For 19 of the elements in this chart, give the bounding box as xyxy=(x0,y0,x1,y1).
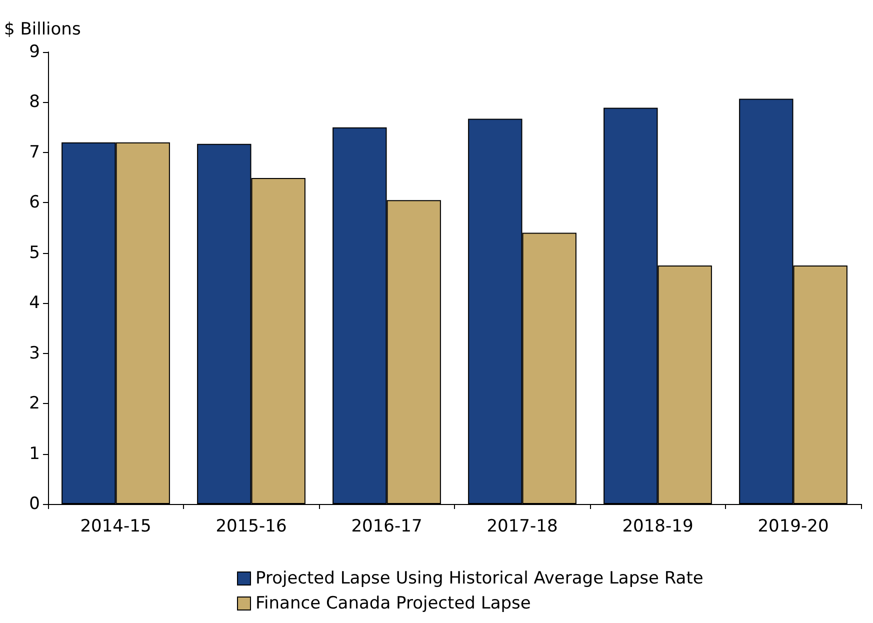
x-tick-label: 2014-15 xyxy=(80,516,152,536)
x-tick-label: 2019-20 xyxy=(758,516,829,536)
y-tick-label: 9 xyxy=(29,42,40,62)
x-tick-label: 2016-17 xyxy=(351,516,422,536)
y-tick-label: 2 xyxy=(29,394,40,414)
y-tick-label: 8 xyxy=(29,92,40,112)
y-tick-label: 7 xyxy=(29,142,40,162)
x-tick-label: 2018-19 xyxy=(622,516,694,536)
y-tick-label: 6 xyxy=(29,192,40,213)
x-tick-label: 2015-16 xyxy=(216,516,287,536)
y-axis-title: $ Billions xyxy=(4,20,81,40)
y-tick-label: 3 xyxy=(29,343,40,364)
y-tick-label: 0 xyxy=(29,494,40,514)
x-tick-label: 2017-18 xyxy=(486,516,558,536)
y-tick-label: 5 xyxy=(29,242,40,263)
y-tick-label: 1 xyxy=(29,444,40,464)
legend-label: Projected Lapse Using Historical Average Lapse Rate xyxy=(256,568,704,588)
y-tick-label: 4 xyxy=(29,293,40,314)
legend-label: Finance Canada Projected Lapse xyxy=(256,594,531,614)
